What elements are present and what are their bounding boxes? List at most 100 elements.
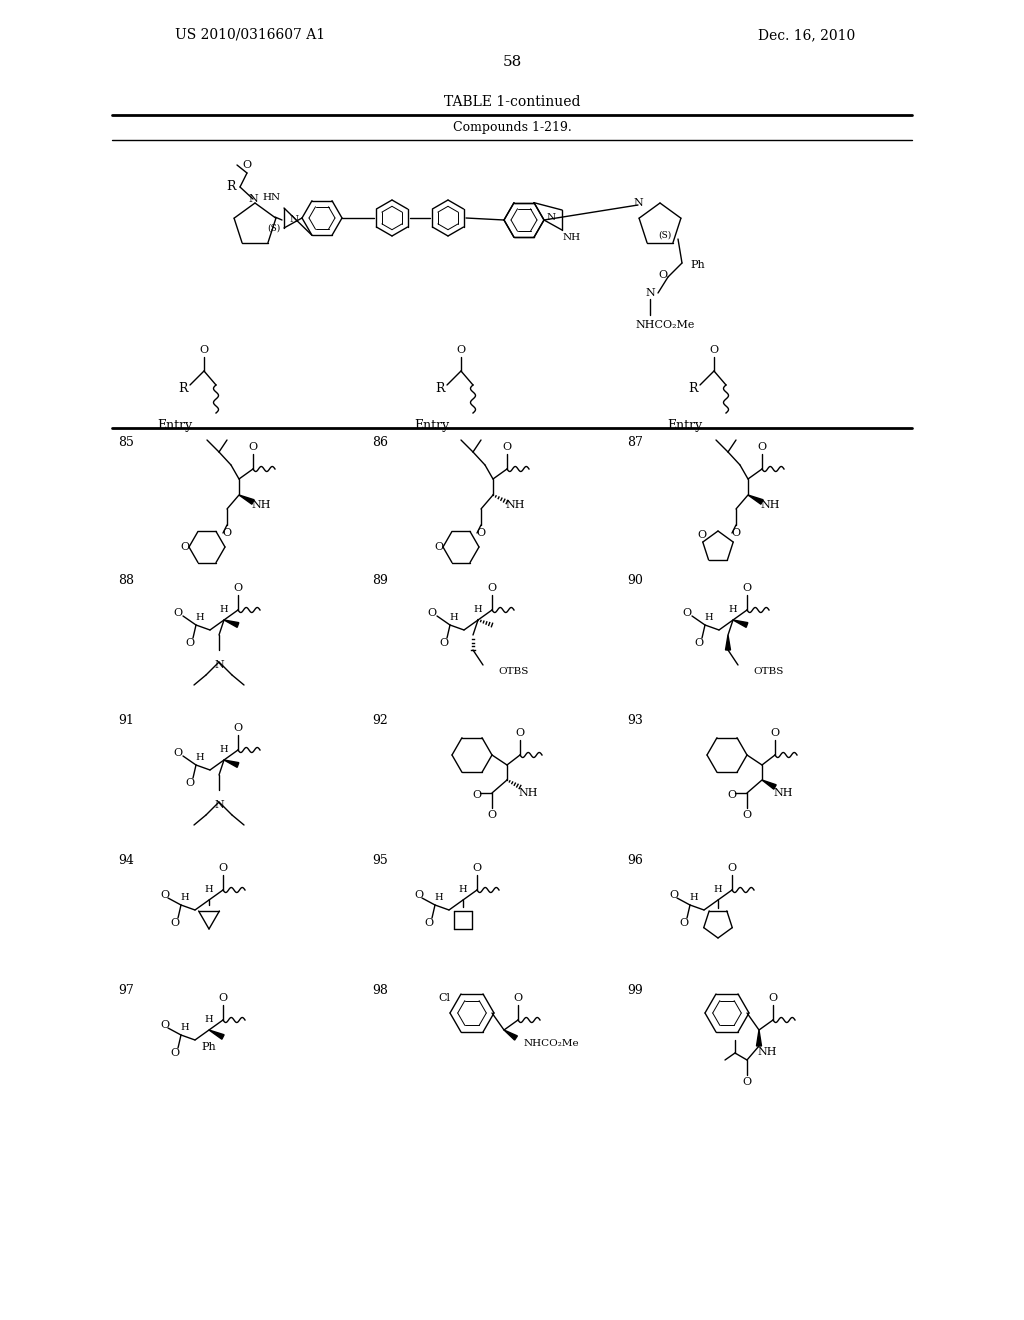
Text: N: N [214, 800, 224, 810]
Text: N: N [547, 214, 556, 223]
Text: O: O [472, 863, 481, 873]
Text: H: H [196, 752, 205, 762]
Text: H: H [180, 892, 189, 902]
Text: 98: 98 [372, 983, 388, 997]
Text: O: O [170, 917, 179, 928]
Text: O: O [222, 528, 231, 539]
Text: O: O [515, 729, 524, 738]
Text: O: O [173, 748, 182, 758]
Text: 85: 85 [118, 436, 134, 449]
Text: O: O [233, 583, 243, 593]
Text: O: O [161, 1020, 170, 1030]
Text: H: H [434, 892, 443, 902]
Text: N: N [248, 194, 258, 205]
Text: NH: NH [758, 1047, 777, 1057]
Text: O: O [487, 583, 497, 593]
Text: R: R [178, 383, 187, 396]
Text: O: O [415, 890, 424, 900]
Text: O: O [173, 609, 182, 618]
Text: H: H [714, 886, 722, 895]
Text: O: O [670, 890, 679, 900]
Text: 89: 89 [372, 573, 388, 586]
Text: Ph: Ph [690, 260, 706, 271]
Text: H: H [705, 612, 714, 622]
Text: O: O [768, 993, 777, 1003]
Text: H: H [459, 886, 467, 895]
Text: O: O [694, 638, 703, 648]
Text: H: H [205, 1015, 213, 1024]
Text: H: H [220, 606, 228, 615]
Text: O: O [439, 638, 449, 648]
Text: Dec. 16, 2010: Dec. 16, 2010 [758, 28, 855, 42]
Text: N: N [645, 288, 655, 298]
Text: O: O [742, 1077, 752, 1086]
Text: O: O [513, 993, 522, 1003]
Text: 94: 94 [118, 854, 134, 866]
Text: O: O [185, 638, 195, 648]
Text: NH: NH [505, 500, 524, 510]
Text: O: O [233, 723, 243, 733]
Text: O: O [218, 993, 227, 1003]
Text: 91: 91 [118, 714, 134, 726]
Text: Ph: Ph [202, 1041, 216, 1052]
Text: OTBS: OTBS [753, 668, 783, 676]
Text: H: H [690, 892, 698, 902]
Text: 95: 95 [372, 854, 388, 866]
Text: H: H [474, 606, 482, 615]
Text: H: H [205, 886, 213, 895]
Text: 92: 92 [372, 714, 388, 726]
Text: R: R [435, 383, 444, 396]
Text: O: O [185, 777, 195, 788]
Polygon shape [239, 495, 254, 504]
Text: O: O [742, 810, 752, 820]
Text: O: O [710, 345, 719, 355]
Polygon shape [224, 620, 239, 627]
Text: O: O [424, 917, 433, 928]
Text: O: O [476, 528, 485, 539]
Text: O: O [243, 160, 252, 170]
Text: O: O [200, 345, 209, 355]
Text: N: N [633, 198, 643, 209]
Text: NH: NH [251, 500, 270, 510]
Text: O: O [697, 531, 707, 540]
Text: NH: NH [773, 788, 793, 799]
Text: O: O [503, 442, 512, 451]
Text: H: H [220, 746, 228, 755]
Text: OTBS: OTBS [498, 668, 528, 676]
Text: N: N [290, 215, 299, 224]
Text: NH: NH [518, 788, 538, 799]
Polygon shape [504, 1030, 517, 1040]
Polygon shape [224, 760, 239, 767]
Text: Entry: Entry [414, 418, 450, 432]
Text: NH: NH [563, 234, 581, 243]
Text: Compounds 1-219.: Compounds 1-219. [453, 121, 571, 135]
Text: O: O [434, 543, 443, 552]
Text: H: H [729, 606, 737, 615]
Text: (S): (S) [658, 231, 672, 239]
Text: O: O [457, 345, 466, 355]
Text: 86: 86 [372, 436, 388, 449]
Text: N: N [214, 660, 224, 671]
Text: O: O [758, 442, 767, 451]
Polygon shape [748, 495, 763, 504]
Polygon shape [733, 620, 748, 627]
Text: (S): (S) [267, 223, 281, 232]
Text: O: O [727, 863, 736, 873]
Text: O: O [682, 609, 691, 618]
Text: O: O [727, 789, 736, 800]
Text: O: O [170, 1048, 179, 1059]
Text: H: H [180, 1023, 189, 1031]
Text: Cl: Cl [438, 993, 450, 1003]
Text: Entry: Entry [667, 418, 702, 432]
Text: US 2010/0316607 A1: US 2010/0316607 A1 [175, 28, 326, 42]
Text: 87: 87 [627, 436, 643, 449]
Polygon shape [209, 1030, 224, 1039]
Text: 97: 97 [118, 983, 134, 997]
Text: 88: 88 [118, 573, 134, 586]
Text: O: O [249, 442, 258, 451]
Text: TABLE 1-continued: TABLE 1-continued [443, 95, 581, 110]
Text: 96: 96 [627, 854, 643, 866]
Text: O: O [731, 528, 740, 539]
Text: O: O [427, 609, 436, 618]
Text: O: O [742, 583, 752, 593]
